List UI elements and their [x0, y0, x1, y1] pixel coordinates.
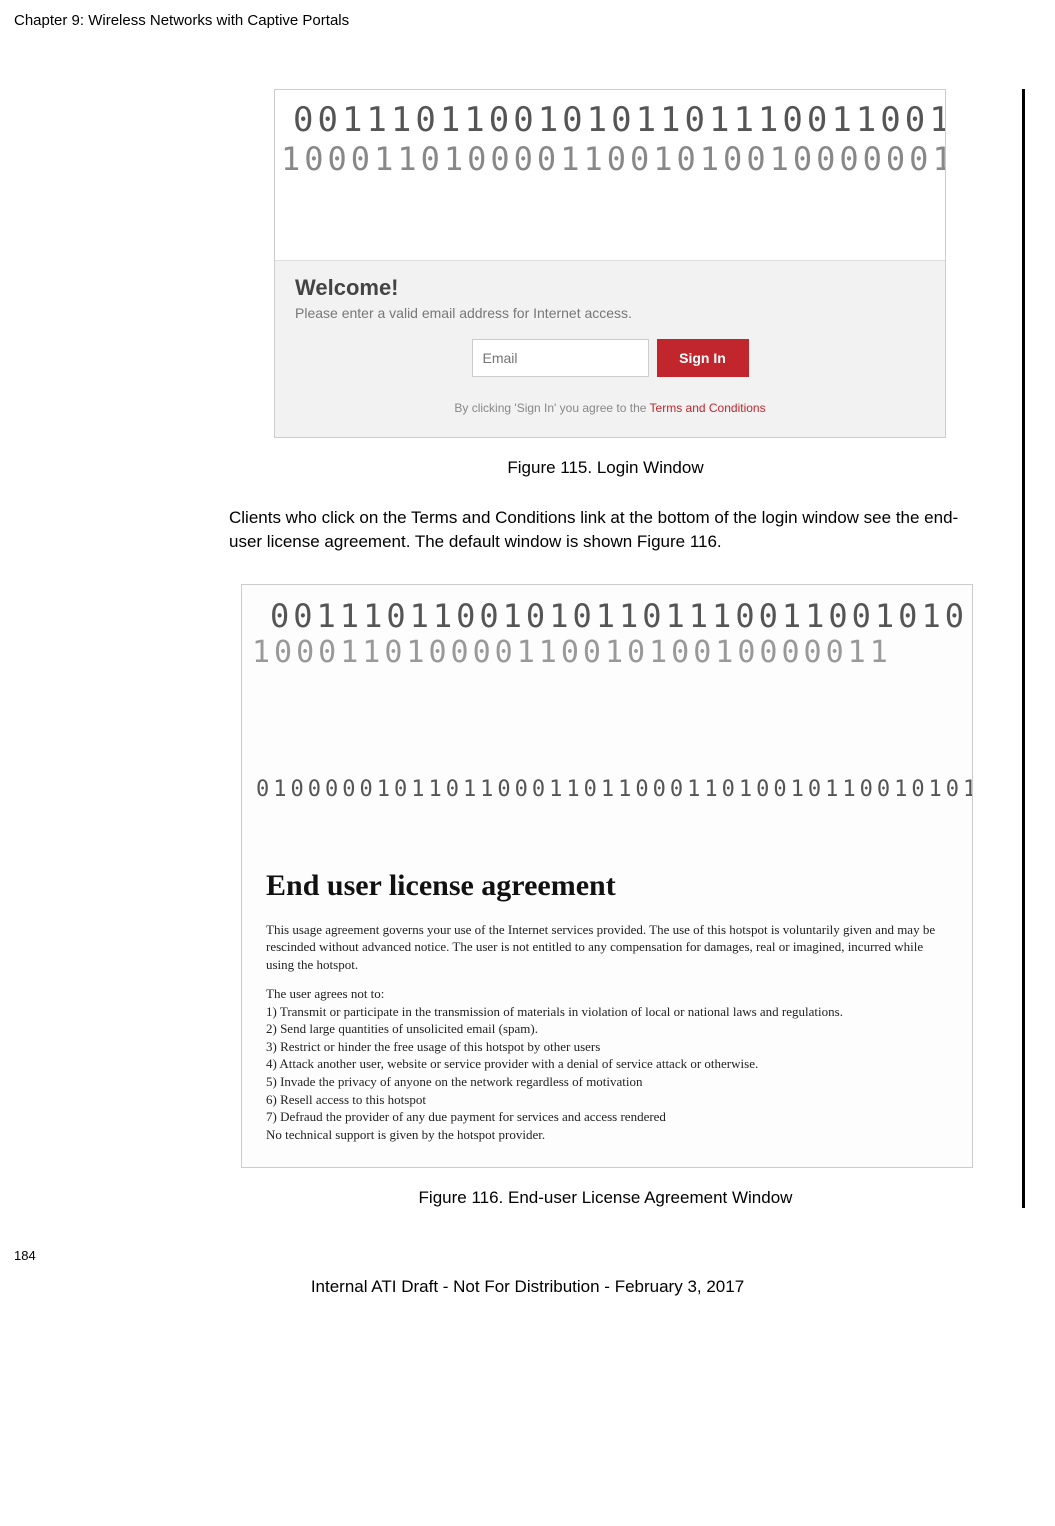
binary-banner: 0011101100101011011100110010 10001101000… [275, 90, 945, 260]
eula-item-4: 4) Attack another user, website or servi… [266, 1055, 948, 1073]
eula-text: This usage agreement governs your use of… [266, 921, 948, 1144]
email-input[interactable] [472, 339, 649, 377]
eula-body: End user license agreement This usage ag… [242, 847, 972, 1168]
eula-banner-top: 001110110010101101110011001010 100011010… [242, 585, 972, 737]
eula-binary-line-3: 0100000101101100011011000110100101100101… [256, 777, 972, 802]
welcome-subtitle: Please enter a valid email address for I… [295, 305, 925, 321]
eula-closing: No technical support is given by the hot… [266, 1126, 948, 1144]
email-row: Sign In [295, 339, 925, 377]
eula-title: End user license agreement [266, 869, 948, 903]
page-number: 184 [14, 1248, 1055, 1263]
eula-binary-line-2: 10001101000011001010010000011 [252, 635, 972, 670]
eula-item-5: 5) Invade the privacy of anyone on the n… [266, 1073, 948, 1091]
eula-binary-line-1: 001110110010101101110011001010 [270, 597, 972, 635]
signin-button[interactable]: Sign In [657, 339, 749, 377]
eula-item-2: 2) Send large quantities of unsolicited … [266, 1020, 948, 1038]
binary-line-1: 0011101100101011011100110010 [293, 100, 945, 140]
eula-para1: This usage agreement governs your use of… [266, 921, 948, 974]
terms-link[interactable]: Terms and Conditions [650, 401, 766, 415]
figure-116-caption: Figure 116. End-user License Agreement W… [229, 1188, 982, 1208]
page: Chapter 9: Wireless Networks with Captiv… [0, 0, 1055, 1317]
welcome-title: Welcome! [295, 275, 925, 301]
body-paragraph: Clients who click on the Terms and Condi… [229, 506, 982, 554]
eula-banner-mid: 0100000101101100011011000110100101100101… [242, 737, 972, 847]
eula-item-7: 7) Defraud the provider of any due payme… [266, 1108, 948, 1126]
login-window-figure: 0011101100101011011100110010 10001101000… [274, 89, 946, 438]
terms-line: By clicking 'Sign In' you agree to the T… [295, 401, 925, 429]
chapter-heading: Chapter 9: Wireless Networks with Captiv… [14, 12, 1055, 29]
welcome-box: Welcome! Please enter a valid email addr… [275, 260, 945, 437]
eula-list-intro: The user agrees not to: [266, 985, 948, 1003]
eula-item-1: 1) Transmit or participate in the transm… [266, 1003, 948, 1021]
terms-prefix: By clicking 'Sign In' you agree to the [454, 401, 649, 415]
content-area: 0011101100101011011100110010 10001101000… [229, 89, 1025, 1208]
footer-line: Internal ATI Draft - Not For Distributio… [0, 1277, 1055, 1317]
binary-line-2: 10001101000011001010010000001 [281, 140, 945, 178]
eula-window-figure: 001110110010101101110011001010 100011010… [241, 584, 973, 1169]
figure-115-caption: Figure 115. Login Window [229, 458, 982, 478]
eula-item-6: 6) Resell access to this hotspot [266, 1091, 948, 1109]
eula-item-3: 3) Restrict or hinder the free usage of … [266, 1038, 948, 1056]
